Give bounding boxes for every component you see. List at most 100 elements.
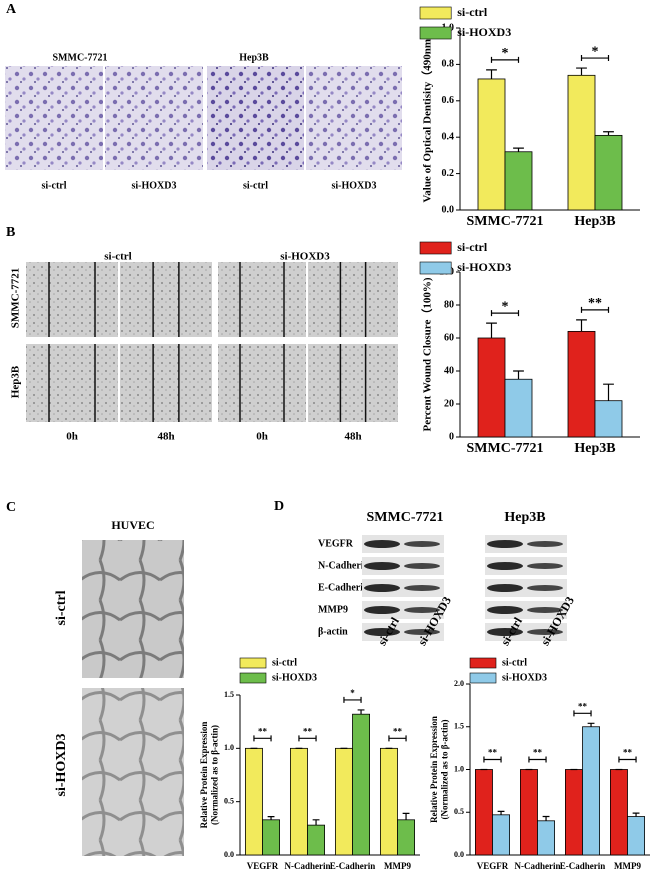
legend-swatch <box>419 261 452 275</box>
legend-label: si-HOXD3 <box>502 672 547 683</box>
x-tick-label: Hep3B <box>574 441 615 456</box>
micro-image <box>306 66 402 170</box>
blot-band <box>487 562 523 570</box>
blot-band <box>527 629 563 635</box>
bar <box>397 819 416 856</box>
image-label: si-ctrl <box>243 180 268 191</box>
legend-label: si-HOXD3 <box>457 25 511 39</box>
significance-bracket <box>343 696 362 703</box>
y-tick-label: 0.0 <box>454 850 464 859</box>
bar <box>504 378 533 438</box>
blot-band <box>364 562 400 570</box>
significance-bracket <box>253 735 272 742</box>
blot-band <box>527 607 563 613</box>
time-label: 0h <box>256 431 268 443</box>
legend-label: si-ctrl <box>457 5 488 19</box>
micro-image <box>207 66 304 170</box>
row-label: si-ctrl <box>54 590 69 625</box>
significance-mark: ** <box>303 726 313 736</box>
y-axis-label: Percent Wound Closure（100%) <box>421 277 434 431</box>
significance-bracket <box>573 710 592 717</box>
blot-band <box>527 585 563 591</box>
blot-band <box>404 585 440 591</box>
bar <box>262 819 281 856</box>
bar <box>537 820 556 856</box>
panel-letter: D <box>274 499 284 514</box>
blot-band <box>527 541 563 547</box>
x-tick-label: N-Cadherin <box>514 861 560 871</box>
wound-image <box>26 262 118 337</box>
micro-image <box>105 66 203 170</box>
bar <box>289 747 308 856</box>
legend-swatch <box>239 657 267 669</box>
legend-swatch <box>239 672 267 684</box>
bar <box>474 769 493 856</box>
y-tick-label: 20 <box>444 398 454 409</box>
wound-image <box>26 344 118 422</box>
bar <box>352 713 371 856</box>
y-tick-label: 0 <box>449 431 454 442</box>
blot-row-label: β-actin <box>318 626 348 637</box>
blot-strip <box>362 557 444 575</box>
blot-band <box>527 563 563 569</box>
bar <box>567 330 596 438</box>
blot-band <box>364 606 400 614</box>
significance-mark: * <box>592 44 599 59</box>
bar <box>504 151 533 211</box>
blot-title: SMMC-7721 <box>367 510 444 525</box>
bar <box>477 337 506 438</box>
image-label: si-HOXD3 <box>132 180 177 191</box>
y-tick-label: 0.2 <box>442 168 455 179</box>
panel-title: HUVEC <box>111 518 154 532</box>
bar <box>610 769 628 856</box>
bar <box>307 824 326 856</box>
bar <box>627 816 646 856</box>
x-tick-label: VEGFR <box>247 861 279 871</box>
time-label: 48h <box>344 431 361 443</box>
y-axis-label: Relative Protein Expression <box>429 716 439 823</box>
y-tick-label: 1.5 <box>224 690 234 699</box>
error-bar <box>312 819 320 826</box>
tube-image <box>82 688 184 856</box>
blot-band <box>404 541 440 547</box>
column-title: si-ctrl <box>104 251 131 263</box>
wound-image <box>308 262 398 337</box>
wound-image <box>218 344 306 422</box>
error-bar <box>603 383 614 401</box>
error-bar <box>357 709 365 715</box>
blot-strip <box>362 579 444 597</box>
error-bar <box>267 816 275 820</box>
error-bar <box>513 147 524 152</box>
x-tick-label: E-Cadherin <box>560 861 606 871</box>
y-axis-label: Relative Protein Expression <box>199 722 209 829</box>
bar <box>379 747 398 856</box>
bar <box>520 769 538 856</box>
error-bar <box>603 131 614 136</box>
x-tick-label: MMP9 <box>384 861 411 871</box>
significance-bracket <box>580 306 610 313</box>
error-bar <box>542 815 550 821</box>
legend-swatch <box>419 241 452 255</box>
y-tick-label: 0.5 <box>224 796 234 805</box>
blot-band <box>404 629 440 635</box>
blot-band <box>364 540 400 548</box>
y-tick-label: 0.4 <box>442 131 455 142</box>
x-tick-label: Hep3B <box>574 214 615 229</box>
row-label: SMMC-7721 <box>10 268 22 329</box>
legend-label: si-ctrl <box>457 240 488 254</box>
blot-band <box>364 584 400 592</box>
significance-mark: ** <box>393 726 403 736</box>
time-label: 0h <box>66 431 78 443</box>
panel-letter: C <box>6 500 16 515</box>
blot-band <box>487 540 523 548</box>
significance-mark: * <box>502 299 509 314</box>
image-label: si-ctrl <box>42 180 67 191</box>
blot-title: Hep3B <box>504 510 545 525</box>
significance-bracket <box>528 756 547 763</box>
bar <box>244 747 263 856</box>
significance-mark: * <box>502 46 509 61</box>
blot-row-label: N-Cadherin <box>318 560 370 571</box>
blot-band <box>404 563 440 569</box>
legend-swatch <box>419 26 452 40</box>
